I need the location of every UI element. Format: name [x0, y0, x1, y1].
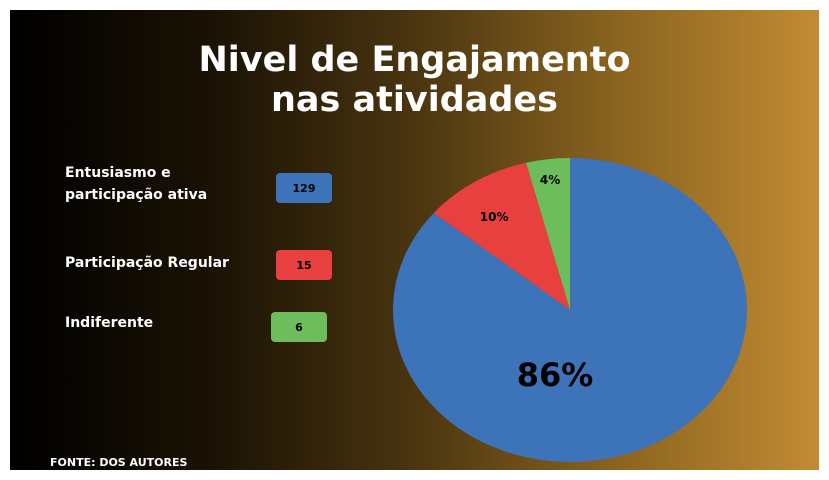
legend-label: Entusiasmo e participação ativa: [65, 165, 208, 203]
count-box: 129: [276, 173, 332, 203]
slice-label: 4%: [540, 173, 560, 187]
count-box: 15: [276, 250, 332, 280]
slice-label: 10%: [480, 210, 509, 224]
source: FONTE: DOS AUTORES: [50, 456, 188, 469]
pie-slice: [433, 162, 570, 310]
pie-slice: [393, 158, 748, 463]
infographic: Nivel de Engajamento nas atividades 4% 10…: [10, 10, 819, 470]
legend-label: Participação Regular: [65, 255, 229, 271]
pie-slice: [525, 158, 570, 310]
chart-title: Nivel de Engajamento nas atividades: [198, 40, 631, 120]
pie-chart: 4% 10% 86%: [393, 158, 748, 463]
legend-label: Indiferente: [65, 315, 154, 331]
slice-label: 86%: [517, 356, 594, 394]
count-box: 6: [271, 312, 327, 342]
